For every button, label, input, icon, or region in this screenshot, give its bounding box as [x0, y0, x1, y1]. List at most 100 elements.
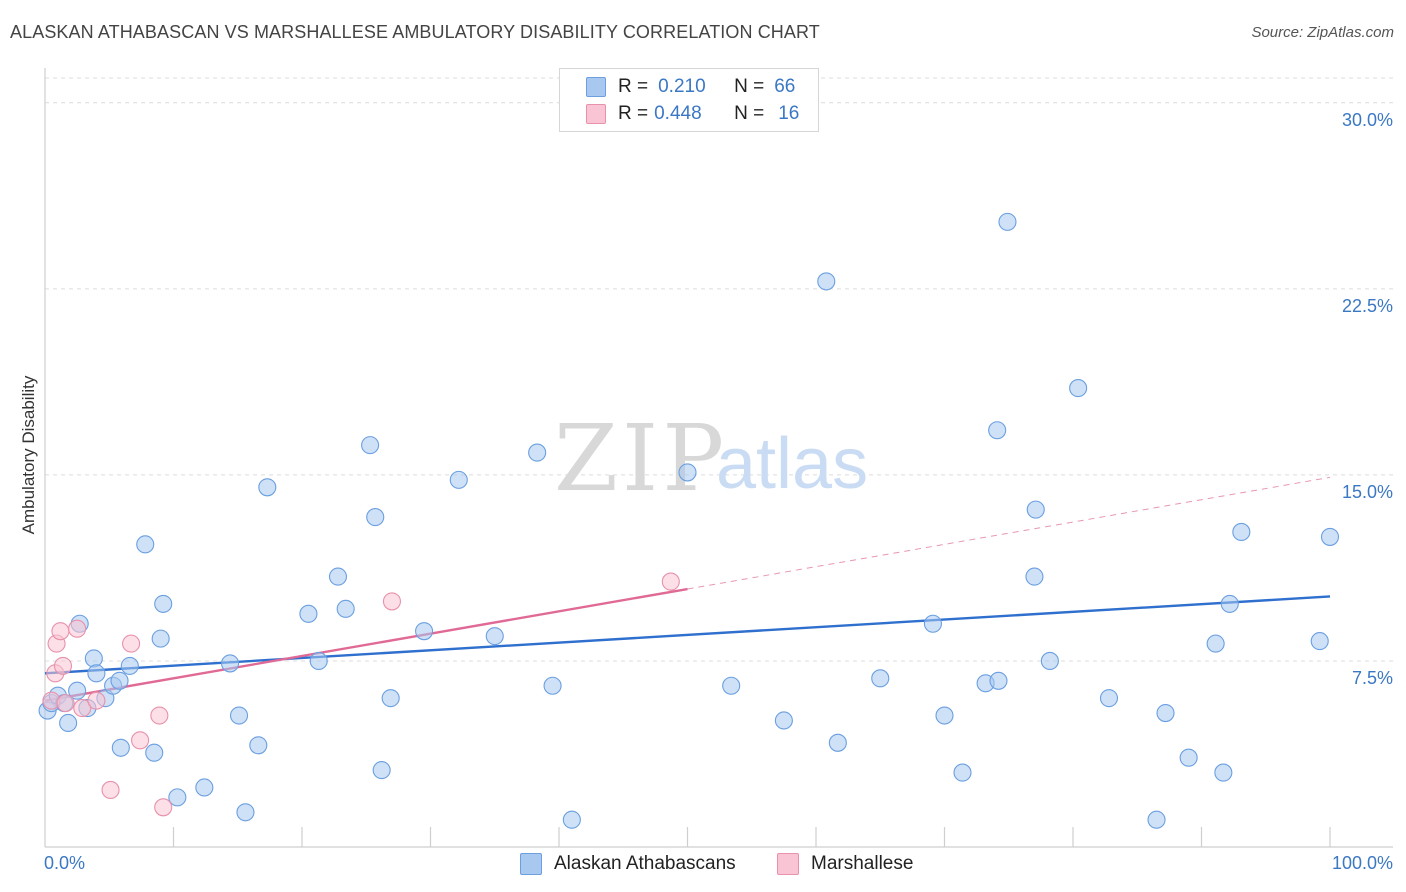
point-athabascan	[998, 212, 1017, 231]
trend-lines	[44, 476, 1331, 702]
point-athabascan	[449, 470, 468, 489]
point-athabascan	[528, 443, 547, 462]
point-athabascan	[1320, 527, 1340, 546]
point-athabascan	[1310, 632, 1329, 651]
point-athabascan	[229, 706, 249, 725]
point-athabascan	[1220, 594, 1239, 613]
point-athabascan	[774, 711, 793, 730]
point-athabascan	[1156, 703, 1175, 723]
point-athabascan	[366, 508, 385, 527]
point-athabascan	[381, 689, 400, 708]
legend-row-marshallese: R = 0.448 N = 16	[586, 103, 799, 125]
point-marshallese	[87, 691, 106, 710]
point-athabascan	[562, 810, 581, 829]
legend-n-value: 66	[774, 76, 796, 97]
trend-line-marshallese-extension	[687, 476, 1331, 590]
point-athabascan	[59, 713, 78, 733]
point-marshallese	[68, 619, 87, 638]
source-label: Source: ZipAtlas.com	[1251, 24, 1394, 41]
point-athabascan	[84, 649, 103, 668]
point-marshallese	[382, 592, 402, 611]
point-marshallese	[661, 572, 680, 591]
watermark-atlas: atlas	[716, 424, 868, 504]
point-athabascan	[87, 664, 106, 683]
point-athabascan	[372, 761, 391, 780]
point-athabascan	[871, 669, 890, 688]
y-tick-label: 15.0%	[1342, 482, 1393, 502]
point-athabascan	[415, 622, 434, 641]
chart-title: ALASKAN ATHABASCAN VS MARSHALLESE AMBULA…	[10, 22, 820, 42]
point-athabascan	[68, 681, 87, 700]
bottom-legend-marshallese: Marshallese	[777, 852, 913, 876]
point-athabascan	[1025, 567, 1044, 586]
trend-line-athabascan	[44, 595, 1331, 675]
trend-line-marshallese	[44, 587, 688, 702]
point-athabascan	[258, 478, 277, 497]
bottom-legend-label-athabascan: Alaskan Athabascans	[554, 853, 736, 874]
bottom-legend-label-marshallese: Marshallese	[811, 853, 914, 874]
point-athabascan	[1147, 810, 1166, 829]
point-athabascan	[1232, 522, 1251, 542]
point-marshallese	[131, 731, 150, 750]
watermark-zip: ZIP	[554, 405, 728, 512]
point-athabascan	[953, 763, 972, 782]
point-athabascan	[817, 272, 836, 291]
x-tick-label: 100.0%	[1332, 853, 1393, 873]
point-athabascan	[989, 671, 1008, 690]
data-points	[38, 212, 1340, 829]
point-athabascan	[722, 676, 741, 695]
legend-swatch-marshallese	[586, 104, 606, 124]
point-athabascan	[145, 743, 164, 762]
legend-n-label: N =	[734, 103, 765, 124]
x-tick-label: 0.0%	[44, 853, 85, 873]
point-athabascan	[828, 733, 847, 752]
legend-swatch-athabascan	[586, 77, 606, 97]
axis-labels: 7.5% 15.0% 22.5% 30.0% 0.0% 100.0% Ambulatory …	[19, 110, 1393, 873]
point-athabascan	[168, 788, 187, 807]
point-athabascan	[543, 676, 562, 695]
point-athabascan	[110, 671, 129, 690]
point-athabascan	[154, 594, 173, 613]
point-athabascan	[1099, 689, 1119, 708]
point-athabascan	[336, 599, 355, 618]
point-athabascan	[136, 535, 155, 554]
point-athabascan	[220, 654, 240, 673]
point-athabascan	[249, 736, 268, 755]
legend-row-athabascan: R = 0.210 N = 66	[586, 76, 795, 98]
point-athabascan	[935, 706, 954, 725]
series-marshallese	[42, 572, 680, 817]
point-marshallese	[101, 780, 120, 799]
point-athabascan	[1040, 651, 1059, 671]
point-athabascan	[328, 567, 348, 586]
point-athabascan	[485, 627, 504, 646]
point-marshallese	[150, 706, 169, 725]
legend-r-label: R =	[618, 103, 649, 124]
point-athabascan	[151, 629, 170, 648]
legend-r-value: 0.210	[658, 76, 706, 97]
point-athabascan	[195, 778, 214, 797]
point-athabascan	[120, 656, 139, 675]
point-marshallese	[51, 622, 70, 641]
y-tick-label: 7.5%	[1352, 668, 1393, 688]
point-marshallese	[154, 798, 173, 817]
point-marshallese	[73, 699, 92, 718]
legend-r-label: R =	[618, 76, 649, 97]
bottom-legend-swatch-athabascan	[520, 853, 542, 875]
point-athabascan	[1179, 748, 1198, 767]
bottom-legend-athabascan: Alaskan Athabascans	[520, 852, 736, 876]
point-marshallese	[53, 656, 73, 675]
point-athabascan	[236, 803, 255, 822]
legend-n-value: 16	[778, 103, 800, 124]
point-athabascan	[1026, 500, 1045, 519]
bottom-legend-swatch-marshallese	[777, 853, 799, 875]
legend-n-label: N =	[734, 76, 765, 97]
y-axis-label: Ambulatory Disability	[19, 375, 38, 534]
series-athabascan	[38, 212, 1340, 829]
point-athabascan	[988, 421, 1007, 440]
gridlines	[45, 77, 1393, 662]
point-athabascan	[299, 604, 318, 623]
y-tick-label: 30.0%	[1342, 110, 1393, 130]
point-athabascan	[361, 436, 380, 455]
point-athabascan	[923, 614, 942, 633]
